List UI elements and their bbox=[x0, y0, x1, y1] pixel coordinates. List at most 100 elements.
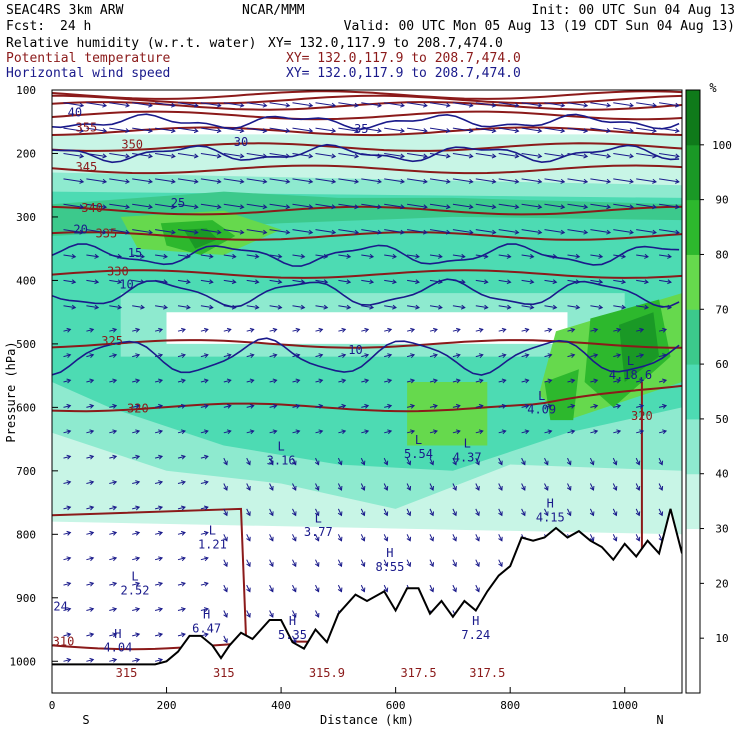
wind-vector bbox=[315, 559, 320, 567]
wind-vector-head bbox=[180, 480, 186, 485]
wind-vector-head bbox=[369, 279, 375, 285]
colorbar-swatch bbox=[686, 418, 700, 475]
wind-speed-label: 10 bbox=[348, 343, 362, 357]
wind-vector-head bbox=[125, 229, 130, 235]
wind-vector bbox=[612, 508, 617, 516]
wind-vector-head bbox=[583, 229, 589, 235]
wind-vector-head bbox=[377, 229, 382, 235]
wind-vector-head bbox=[452, 485, 457, 491]
wind-vector bbox=[475, 153, 496, 157]
wind-vector bbox=[246, 584, 251, 592]
wind-vector bbox=[337, 584, 342, 592]
forecast-hours: 24 h bbox=[60, 19, 91, 34]
wind-vector-head bbox=[112, 353, 118, 359]
wind-vector-head bbox=[387, 429, 393, 435]
theta-contour-line bbox=[52, 101, 682, 111]
wind-vector-head bbox=[423, 128, 428, 134]
wind-vector bbox=[658, 379, 667, 383]
wind-vector bbox=[177, 608, 186, 611]
wind-vector-head bbox=[406, 460, 412, 466]
wind-vector-head bbox=[616, 378, 622, 384]
wind-vector-head bbox=[387, 378, 393, 384]
wind-vector bbox=[590, 203, 611, 208]
wind-vector bbox=[177, 532, 186, 535]
wind-vector bbox=[452, 483, 457, 491]
wind-vector bbox=[429, 153, 450, 157]
wind-vector bbox=[86, 532, 94, 535]
wind-vector-head bbox=[66, 353, 72, 359]
wind-vector-head bbox=[514, 178, 520, 184]
wind-speed-contour-line bbox=[52, 278, 680, 308]
wind-vector-head bbox=[314, 587, 320, 593]
wind-vector bbox=[498, 203, 519, 208]
wind-vector bbox=[635, 508, 640, 516]
wind-vector-head bbox=[537, 178, 543, 184]
wind-vector bbox=[612, 457, 617, 465]
wind-vector bbox=[200, 254, 213, 258]
wind-vector bbox=[154, 557, 163, 561]
wind-vector bbox=[613, 127, 634, 132]
wind-vector-head bbox=[135, 403, 141, 409]
wind-vector bbox=[292, 279, 305, 283]
wind-vector bbox=[292, 610, 297, 618]
wind-vector-head bbox=[415, 253, 420, 259]
wind-vector bbox=[361, 279, 374, 283]
wind-vector-head bbox=[387, 353, 393, 359]
wind-vector-head bbox=[593, 403, 599, 409]
wind-vector bbox=[246, 405, 254, 408]
wind-vector bbox=[590, 430, 598, 434]
wind-vector bbox=[407, 127, 427, 132]
wind-vector bbox=[338, 203, 359, 208]
plot-area: 310 315 315 315.9 317.5 317.5 320 320 325 330 335 3… bbox=[52, 90, 682, 693]
wind-vector-head bbox=[575, 279, 581, 285]
wind-vector-head bbox=[246, 612, 251, 618]
wind-vector-head bbox=[148, 178, 153, 184]
wind-vector-head bbox=[249, 429, 255, 435]
init-time: Init: 00 UTC Sun 04 Aug 13 bbox=[532, 3, 736, 18]
wind-vector bbox=[658, 328, 667, 332]
wind-vector-head bbox=[158, 657, 164, 663]
wind-vector-head bbox=[135, 454, 141, 460]
wind-vector bbox=[132, 229, 153, 234]
wind-vector bbox=[498, 279, 511, 283]
wind-vector-head bbox=[135, 607, 141, 612]
wind-vector-head bbox=[249, 327, 255, 333]
wind-vector bbox=[109, 405, 117, 408]
wind-vector-head bbox=[652, 128, 657, 134]
wind-vector-head bbox=[675, 153, 680, 159]
wind-vector bbox=[361, 430, 369, 434]
wind-vector bbox=[613, 279, 626, 283]
wind-vector-head bbox=[491, 204, 497, 210]
wind-vector-head bbox=[158, 480, 164, 485]
wind-vector bbox=[154, 582, 163, 586]
wind-vector bbox=[154, 328, 163, 332]
wind-vector bbox=[292, 254, 305, 258]
wind-vector-head bbox=[429, 587, 434, 593]
wind-vector-head bbox=[639, 353, 645, 359]
wind-vector bbox=[86, 379, 94, 383]
wind-vector-head bbox=[135, 327, 141, 333]
wind-vector-head bbox=[432, 378, 438, 384]
wind-vector bbox=[406, 483, 411, 491]
wind-vector-head bbox=[468, 128, 474, 134]
wind-vector-head bbox=[364, 403, 370, 409]
wind-speed-label: 35 bbox=[354, 122, 368, 136]
colorbar-tick-label: 20 bbox=[715, 577, 728, 590]
wind-vector-head bbox=[71, 304, 77, 310]
wind-vector bbox=[200, 405, 209, 408]
wind-vector-head bbox=[89, 403, 95, 409]
wind-vector-head bbox=[346, 253, 352, 259]
wind-vector bbox=[521, 457, 526, 465]
wind-vector bbox=[567, 328, 575, 332]
wind-vector bbox=[475, 559, 480, 567]
wind-vector-head bbox=[377, 153, 382, 159]
wind-vector-head bbox=[644, 279, 649, 285]
wind-vector-head bbox=[514, 229, 520, 235]
wind-vector-head bbox=[387, 327, 393, 333]
wind-vector bbox=[498, 430, 506, 434]
wind-vector-head bbox=[560, 229, 566, 235]
wind-vector-head bbox=[308, 128, 314, 134]
wind-vector-head bbox=[135, 378, 141, 384]
wind-vector bbox=[315, 534, 320, 542]
wind-vector bbox=[383, 584, 388, 592]
